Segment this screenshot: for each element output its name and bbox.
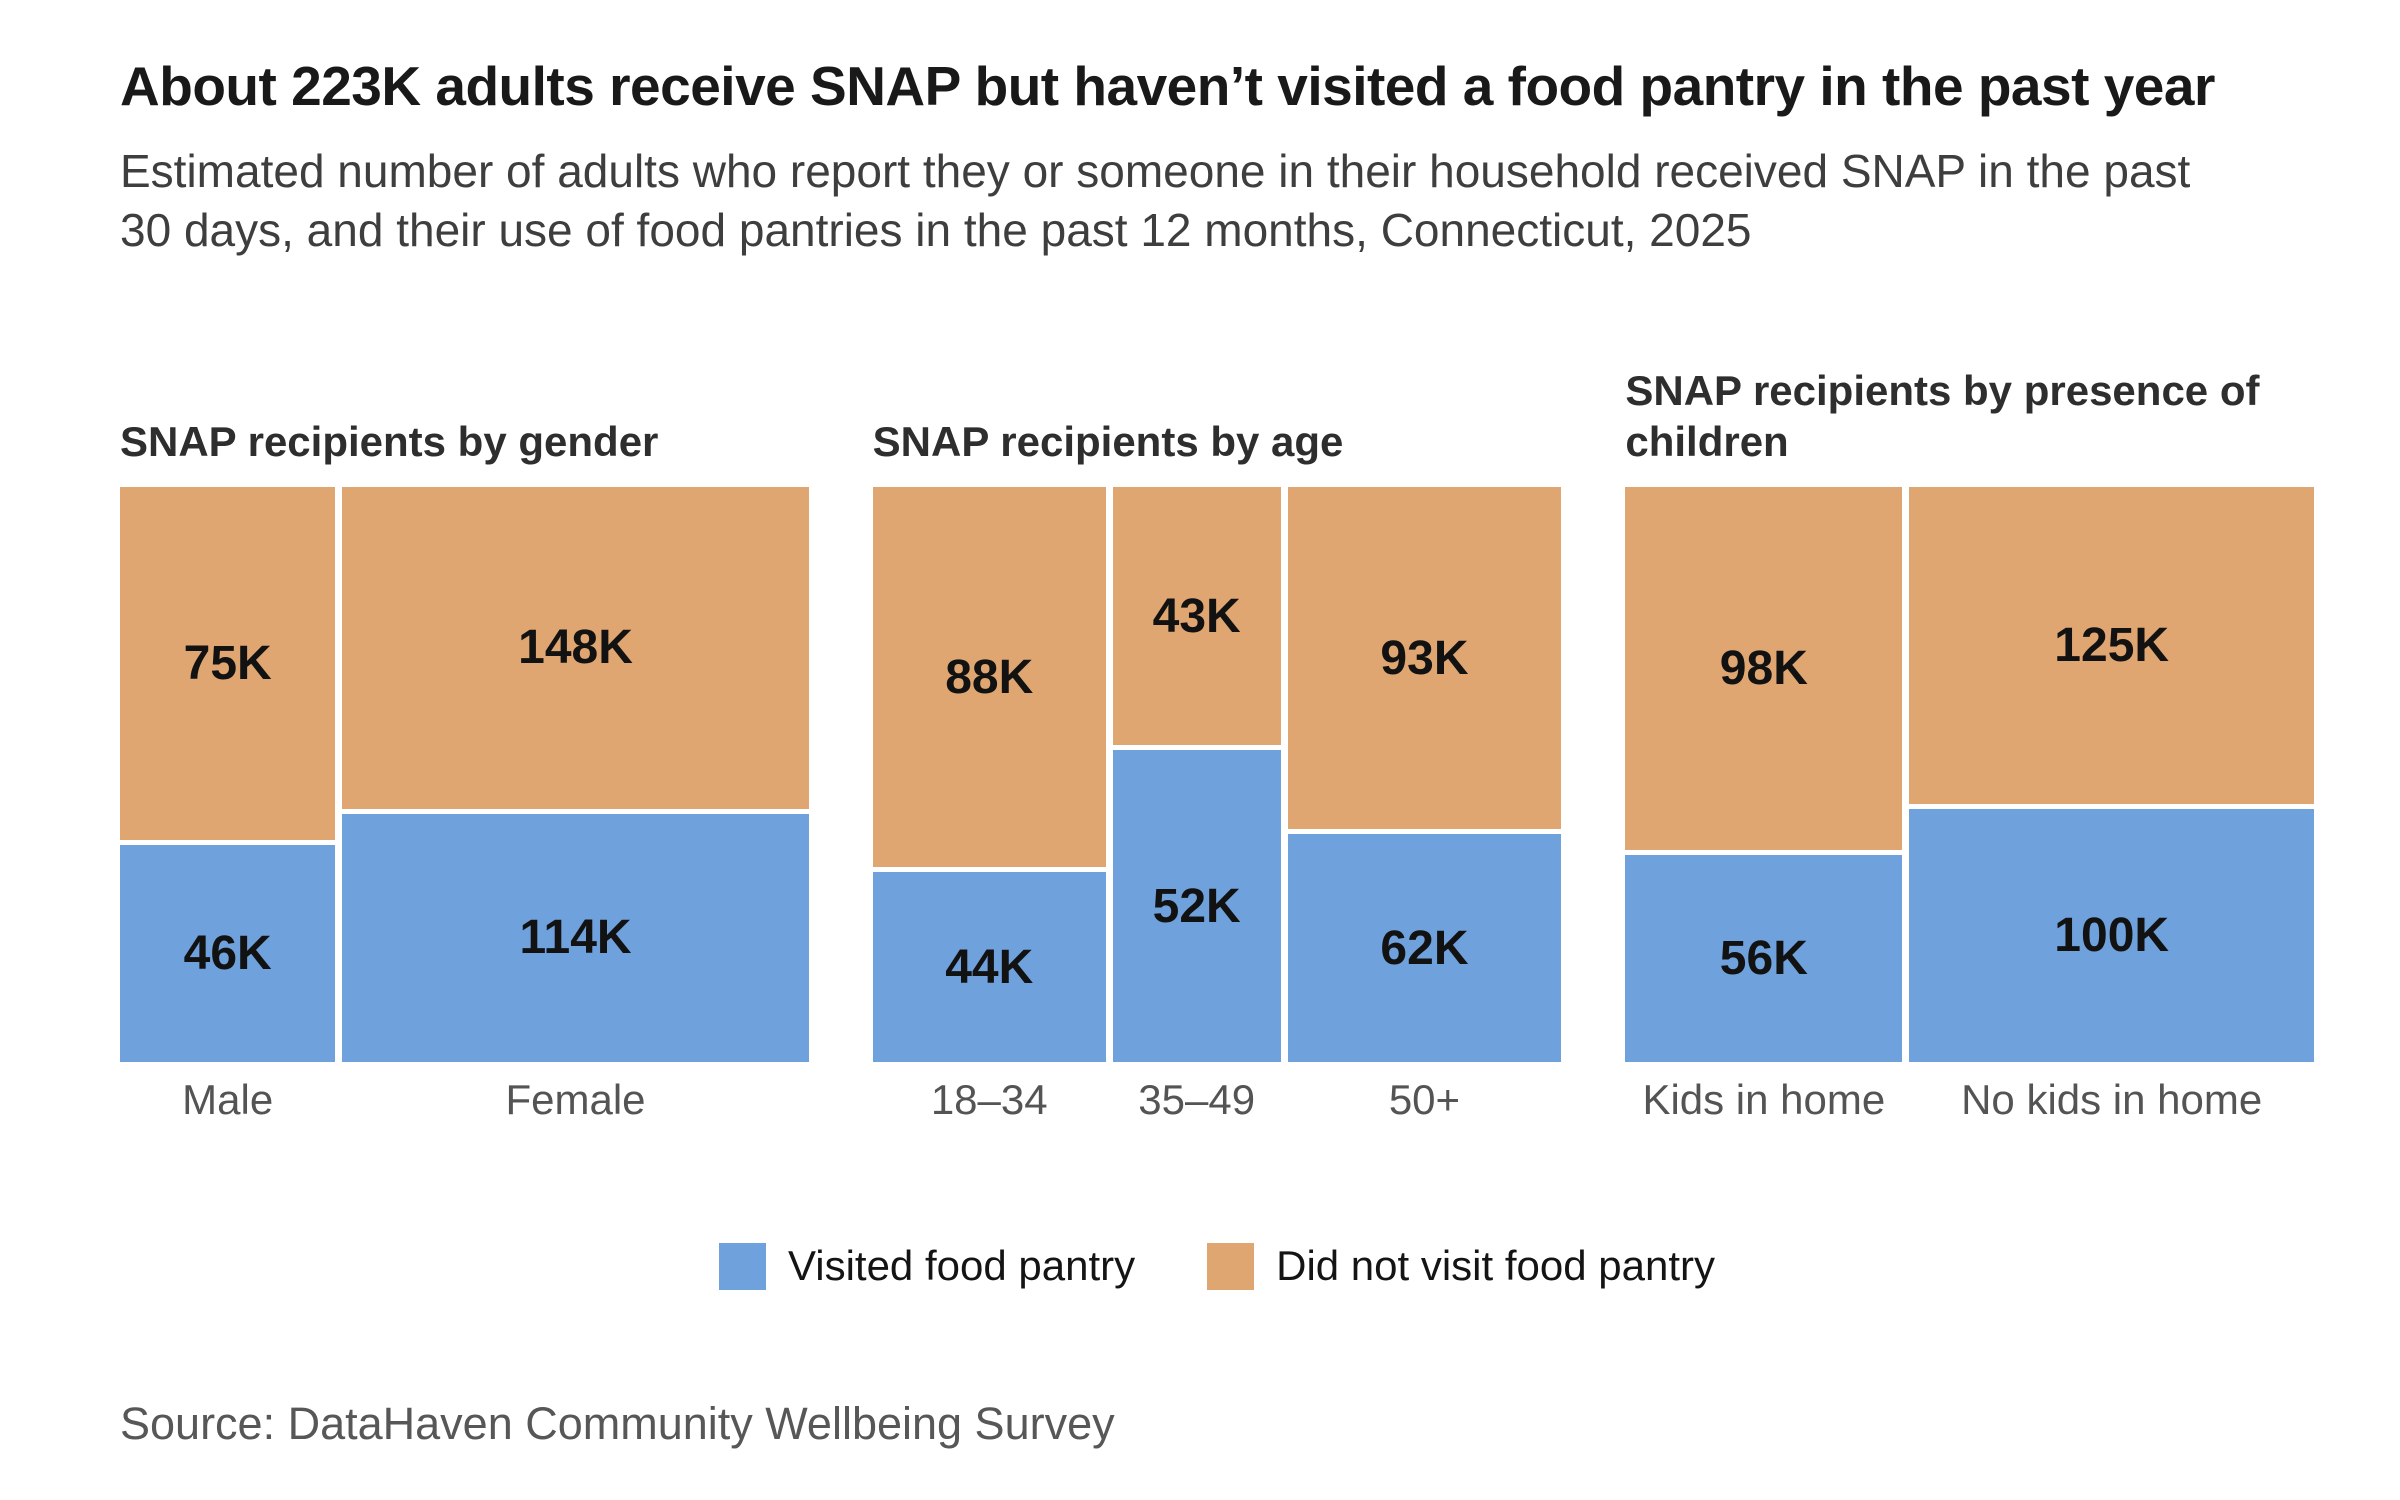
segment-not-visited: 93K [1287, 487, 1562, 829]
mosaic-column: 98K 56K [1625, 487, 1903, 1062]
mosaic-column: 88K 44K [872, 487, 1106, 1062]
legend-item-visited: Visited food pantry [718, 1242, 1136, 1290]
segment-not-visited: 148K [342, 487, 809, 809]
panel-title: SNAP recipients by age [872, 417, 1344, 465]
panel-title: SNAP recipients by gender [120, 417, 659, 465]
segment-visited: 52K [1112, 750, 1281, 1062]
mosaic-column: 148K 114K [342, 487, 809, 1062]
legend-label: Visited food pantry [787, 1242, 1136, 1289]
value-label: 56K [1719, 931, 1808, 985]
x-axis-labels: Male Female [120, 1076, 809, 1124]
segment-visited: 46K [120, 845, 336, 1062]
value-label: 93K [1380, 631, 1469, 685]
source-note: Source: DataHaven Community Wellbeing Su… [120, 1398, 1115, 1449]
legend: Visited food pantry Did not visit food pa… [120, 1242, 2314, 1290]
x-axis-labels: Kids in home No kids in home [1625, 1076, 2314, 1124]
segment-visited: 114K [342, 813, 809, 1062]
mosaic-column: 43K 52K [1112, 487, 1281, 1062]
legend-label: Did not visit food pantry [1276, 1242, 1715, 1289]
panel-title: SNAP recipients by presence of children [1625, 366, 2260, 465]
x-axis-label: No kids in home [1961, 1076, 2263, 1123]
x-axis-label: Male [182, 1076, 274, 1123]
mosaic-columns: 75K 46K 148K 114K [120, 487, 809, 1062]
subtitle: Estimated number of adults who report th… [120, 145, 2191, 257]
value-label: 98K [1719, 641, 1808, 695]
value-label: 75K [183, 637, 272, 691]
value-label: 100K [2054, 908, 2170, 962]
segment-not-visited: 88K [872, 487, 1106, 867]
mosaic-columns: 88K 44K 43K 52K 93K 62K [872, 487, 1562, 1062]
x-axis-labels: 18–34 35–49 50+ [873, 1076, 1562, 1124]
segment-visited: 100K [1909, 808, 2315, 1062]
value-label: 43K [1152, 589, 1241, 643]
value-label: 46K [183, 927, 272, 981]
chart-area: SNAP recipients by gender 75K 46K 148K 114K M… [120, 355, 2315, 1124]
segment-not-visited: 98K [1625, 487, 1903, 850]
mosaic-columns: 98K 56K 125K 100K [1625, 487, 2315, 1062]
panel-3: SNAP recipients by presence of children 9… [1625, 355, 2315, 1124]
segment-not-visited: 125K [1909, 487, 2315, 804]
value-label: 125K [2054, 618, 2170, 672]
value-label: 52K [1152, 879, 1241, 933]
mosaic-column: 93K 62K [1287, 487, 1562, 1062]
mosaic-column: 75K 46K [120, 487, 336, 1062]
mosaic-column: 125K 100K [1909, 487, 2315, 1062]
value-label: 88K [945, 650, 1034, 704]
legend-swatch-visited [718, 1242, 766, 1290]
legend-item-not_visited: Did not visit food pantry [1207, 1242, 1715, 1290]
value-label: 44K [945, 940, 1034, 994]
segment-not-visited: 75K [120, 487, 336, 841]
page-title: About 223K adults receive SNAP but haven… [120, 55, 2215, 117]
value-label: 148K [518, 621, 633, 675]
panel-1: SNAP recipients by gender 75K 46K 148K 114K M… [120, 355, 809, 1124]
panel-2: SNAP recipients by age 88K 44K 43K 52K 93K 62K… [872, 355, 1562, 1124]
x-axis-label: Female [505, 1076, 646, 1123]
x-axis-label: 50+ [1388, 1076, 1461, 1123]
segment-visited: 44K [872, 872, 1106, 1062]
value-label: 114K [519, 911, 632, 965]
x-axis-label: Kids in home [1642, 1076, 1886, 1123]
value-label: 62K [1380, 921, 1469, 975]
x-axis-label: 18–34 [930, 1076, 1048, 1123]
segment-visited: 56K [1625, 854, 1903, 1062]
legend-swatch-not_visited [1207, 1242, 1255, 1290]
segment-not-visited: 43K [1112, 487, 1281, 745]
x-axis-label: 35–49 [1138, 1076, 1256, 1123]
segment-visited: 62K [1287, 834, 1562, 1062]
page: About 223K adults receive SNAP but haven… [120, 55, 2315, 1449]
